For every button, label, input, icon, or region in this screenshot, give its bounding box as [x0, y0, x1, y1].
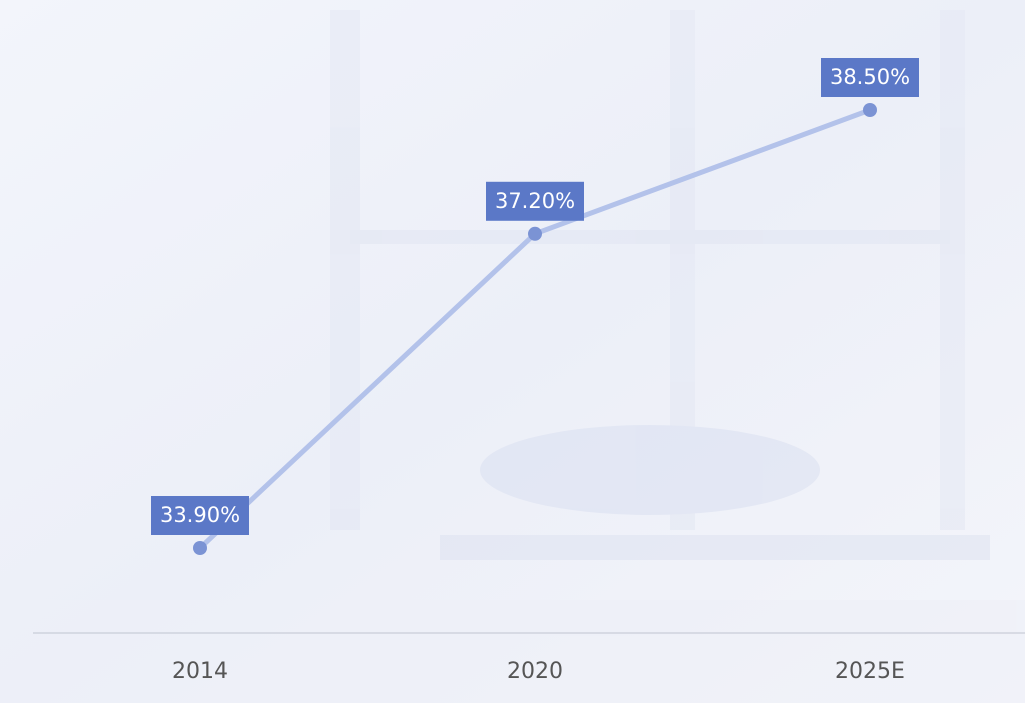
x-tick-label: 2020 [507, 659, 563, 684]
data-label: 37.20% [486, 181, 584, 221]
data-label-text: 37.20% [495, 189, 575, 213]
data-label-text: 38.50% [830, 65, 910, 89]
data-label-text: 33.90% [160, 503, 240, 527]
x-tick-label: 2025E [835, 659, 905, 684]
data-label-box [486, 181, 584, 221]
marker [863, 103, 877, 117]
data-label: 33.90% [151, 496, 249, 535]
x-tick-label: 2014 [172, 659, 228, 684]
background-photo [0, 10, 1025, 703]
data-label-box [821, 58, 919, 97]
data-label: 38.50% [821, 58, 919, 97]
marker [193, 541, 207, 555]
data-label-box [151, 496, 249, 535]
marker [528, 226, 542, 241]
